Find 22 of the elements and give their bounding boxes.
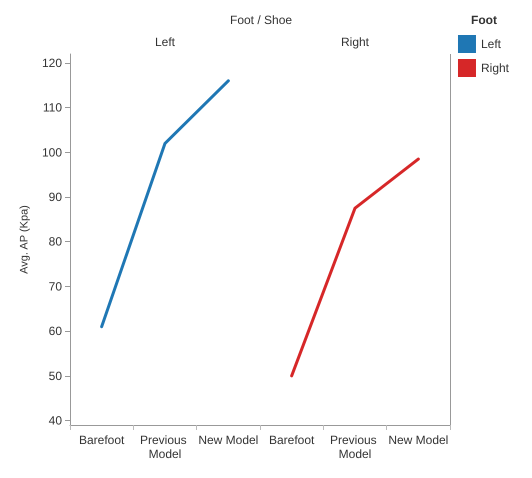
x-tick-label: Previous Model xyxy=(140,433,190,461)
y-tick-label: 110 xyxy=(42,100,62,115)
text: Left xyxy=(154,35,176,49)
y-tick-label: 40 xyxy=(48,414,62,428)
text: Right xyxy=(340,35,370,49)
y-tick-label: 70 xyxy=(48,279,62,294)
y-tick-label: 100 xyxy=(42,145,62,160)
x-tick-label: New Model xyxy=(198,433,258,447)
legend-title: Foot xyxy=(471,13,498,27)
x-tick-label: New Model xyxy=(388,433,448,447)
y-tick-label: 80 xyxy=(48,234,62,249)
y-tick-label: 90 xyxy=(48,190,62,204)
legend-label: Right xyxy=(480,61,510,75)
x-tick-label: Previous Model xyxy=(330,433,380,461)
y-axis-title: Avg. AP (Kpa) xyxy=(18,205,30,274)
y-tick-label: 60 xyxy=(48,324,62,338)
chart-title: Foot / Shoe xyxy=(230,13,292,27)
y-tick-label: 120 xyxy=(42,56,62,70)
legend-label: Left xyxy=(480,37,502,51)
x-tick-label: Barefoot xyxy=(268,433,316,447)
x-tick-label: Barefoot xyxy=(78,433,126,447)
y-tick-label: 50 xyxy=(48,368,62,383)
